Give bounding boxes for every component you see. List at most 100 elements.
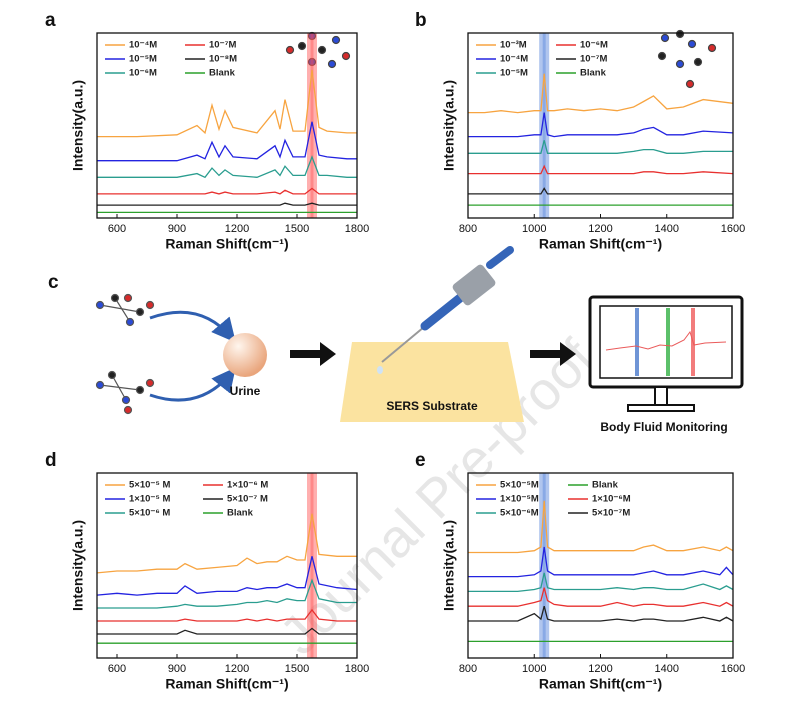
x-tick-label: 900 bbox=[168, 223, 186, 235]
x-tick-label: 600 bbox=[108, 663, 126, 675]
highlight-band bbox=[307, 473, 317, 658]
x-tick-label: 1200 bbox=[225, 663, 249, 675]
legend-label: 5×10⁻⁷M bbox=[592, 508, 630, 519]
molecule bbox=[95, 370, 155, 415]
x-tick-label: 1800 bbox=[345, 223, 369, 235]
mol-icon bbox=[285, 31, 351, 69]
legend-label: 5×10⁻⁶M bbox=[500, 508, 539, 519]
x-tick-label: 1000 bbox=[522, 223, 546, 235]
panel-label: c bbox=[48, 272, 59, 293]
arrow bbox=[149, 367, 236, 402]
legend-label: Blank bbox=[209, 68, 236, 79]
spectrum-line bbox=[96, 513, 357, 574]
arrow bbox=[290, 342, 336, 366]
node-label: Body Fluid Monitoring bbox=[600, 420, 727, 434]
diagram-c: c Urine SERS Substrate bbox=[48, 246, 744, 434]
y-axis-title: Intensity(a.u.) bbox=[441, 520, 457, 611]
highlight-core bbox=[542, 473, 546, 658]
spectrum-line bbox=[97, 155, 357, 179]
x-axis-title: Raman Shift(cm⁻¹) bbox=[539, 676, 662, 692]
legend-label: 1×10⁻⁶ M bbox=[227, 480, 268, 491]
x-tick-label: 1200 bbox=[225, 223, 249, 235]
legend-label: 10⁻³M bbox=[500, 40, 527, 51]
spectrum-line bbox=[468, 546, 734, 578]
urine-drop bbox=[223, 333, 267, 377]
spectrum-line bbox=[468, 73, 734, 114]
y-axis-title: Intensity(a.u.) bbox=[441, 80, 457, 171]
highlight-core bbox=[310, 33, 314, 218]
x-tick-label: 1400 bbox=[655, 663, 679, 675]
mol-icon bbox=[657, 29, 717, 89]
chart: 5×10⁻⁵M 1×10⁻⁵M 5×10⁻⁶M Blank 1×10⁻⁶M 5×10⁻⁷M… bbox=[415, 450, 745, 692]
legend-label: 5×10⁻⁷ M bbox=[227, 494, 268, 505]
legend-label: 1×10⁻⁶M bbox=[592, 494, 631, 505]
plot-frame bbox=[96, 32, 358, 219]
legend-label: 10⁻⁴M bbox=[129, 40, 157, 51]
chart: 10⁻³M 10⁻⁴M 10⁻⁵M 10⁻⁶M 10⁻⁷M Blank 800 1000 120… bbox=[415, 10, 745, 252]
legend-label: 5×10⁻⁶ M bbox=[129, 508, 170, 519]
legend-label: 10⁻⁵M bbox=[129, 54, 157, 65]
x-tick-label: 600 bbox=[108, 223, 126, 235]
spectrum-line bbox=[468, 140, 733, 154]
x-axis-title: Raman Shift(cm⁻¹) bbox=[165, 676, 288, 692]
spectrum-line bbox=[97, 187, 357, 195]
spectrum-line bbox=[468, 572, 734, 593]
panel-label: d bbox=[45, 450, 57, 471]
arrow bbox=[530, 342, 576, 366]
x-tick-label: 1000 bbox=[522, 663, 546, 675]
legend-label: 5×10⁻⁵ M bbox=[129, 480, 171, 491]
legend-label: 5×10⁻⁵M bbox=[500, 480, 539, 491]
legend-label: Blank bbox=[227, 508, 254, 519]
x-axis-title: Raman Shift(cm⁻¹) bbox=[165, 236, 288, 252]
highlight-band bbox=[307, 33, 317, 218]
panel-label: e bbox=[415, 450, 426, 471]
spectrum-line bbox=[468, 587, 734, 607]
chart: 10⁻⁴M 10⁻⁵M 10⁻⁶M 10⁻⁷M 10⁻⁸M Blank 600 900 1200… bbox=[45, 10, 369, 252]
spectrum-line bbox=[97, 202, 357, 206]
legend-label: Blank bbox=[592, 480, 619, 491]
spectrum-line bbox=[97, 608, 357, 622]
x-tick-label: 1600 bbox=[721, 663, 745, 675]
x-tick-label: 1600 bbox=[721, 223, 745, 235]
highlight-band bbox=[539, 473, 550, 658]
y-axis-title: Intensity(a.u.) bbox=[70, 520, 86, 611]
x-axis-title: Raman Shift(cm⁻¹) bbox=[539, 236, 662, 252]
spectrum-line bbox=[97, 627, 357, 635]
x-tick-label: 1500 bbox=[285, 223, 309, 235]
x-tick-label: 900 bbox=[168, 663, 186, 675]
legend-label: 10⁻⁶M bbox=[580, 40, 608, 51]
x-tick-label: 800 bbox=[459, 663, 477, 675]
legend-label: 10⁻⁸M bbox=[209, 54, 237, 65]
panel-label: a bbox=[45, 10, 56, 31]
x-tick-label: 800 bbox=[459, 223, 477, 235]
highlight-core bbox=[542, 33, 546, 218]
x-tick-label: 1200 bbox=[588, 223, 612, 235]
legend-label: 1×10⁻⁵ M bbox=[129, 494, 171, 505]
node-label: Urine bbox=[230, 384, 261, 398]
spectrum-line bbox=[96, 556, 358, 596]
node-label: SERS Substrate bbox=[386, 399, 478, 413]
chart: 5×10⁻⁵ M 1×10⁻⁵ M 5×10⁻⁶ M 1×10⁻⁶ M 5×10⁻⁷ M… bbox=[45, 450, 369, 692]
highlight-band bbox=[539, 33, 550, 218]
substrate bbox=[340, 342, 524, 422]
legend-label: 10⁻⁴M bbox=[500, 54, 528, 65]
panel-label: b bbox=[415, 10, 427, 31]
spectrum-line bbox=[97, 578, 357, 609]
spectrum-line bbox=[97, 121, 357, 162]
spectrum-line bbox=[468, 112, 734, 138]
arrow bbox=[149, 310, 236, 343]
x-tick-label: 1200 bbox=[588, 663, 612, 675]
plot-frame bbox=[96, 472, 358, 659]
y-axis-title: Intensity(a.u.) bbox=[70, 80, 86, 171]
x-tick-label: 1800 bbox=[345, 663, 369, 675]
x-tick-label: 1400 bbox=[655, 223, 679, 235]
monitor bbox=[588, 295, 744, 412]
spectrum-line bbox=[468, 500, 734, 554]
legend-label: 10⁻⁶M bbox=[129, 68, 157, 79]
legend-label: 10⁻⁷M bbox=[580, 54, 608, 65]
spectrum-line bbox=[468, 606, 734, 622]
spectrum-line bbox=[468, 164, 734, 175]
x-tick-label: 1500 bbox=[285, 663, 309, 675]
legend-label: Blank bbox=[580, 68, 607, 79]
